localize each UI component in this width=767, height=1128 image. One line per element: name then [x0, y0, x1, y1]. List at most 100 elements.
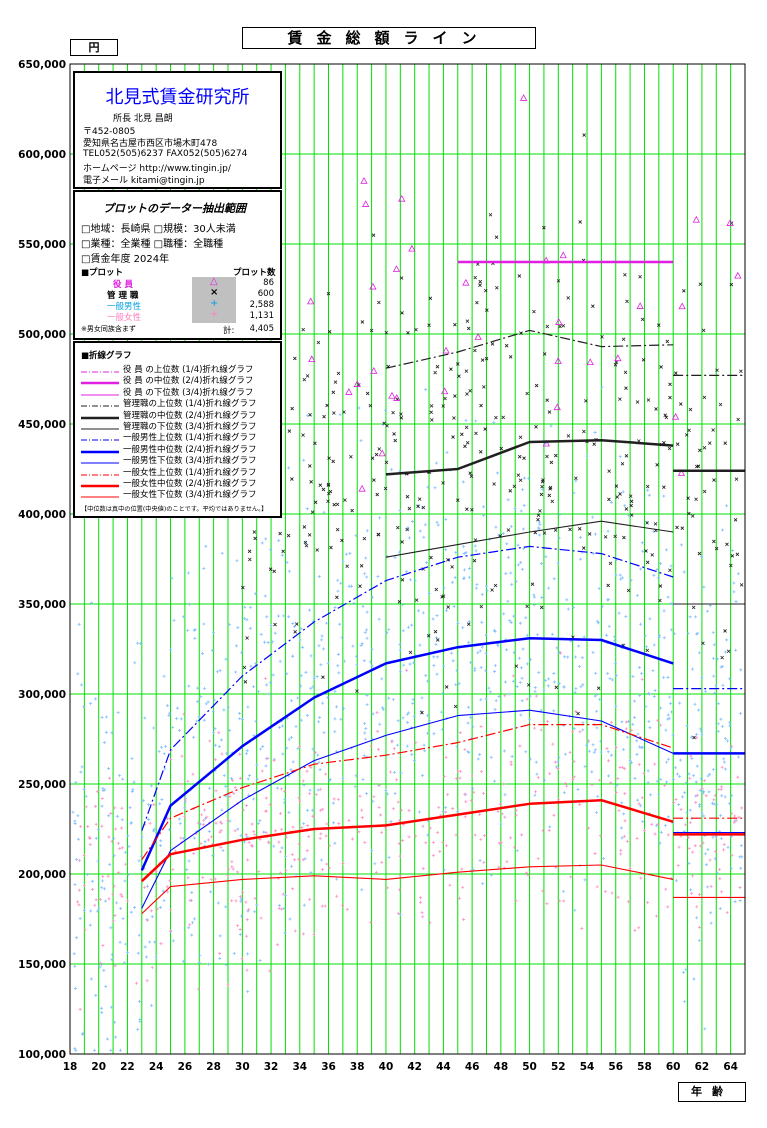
male-point [544, 555, 548, 559]
male-point [238, 717, 242, 721]
legend-item-label: 管理職の中位数 (2/4)折れ線グラフ [123, 410, 257, 421]
male-point [220, 551, 224, 555]
male-point [578, 557, 582, 561]
male-point [407, 711, 411, 715]
male-point [246, 952, 250, 956]
male-point [172, 618, 176, 622]
male-point [702, 814, 706, 818]
female-point [380, 831, 384, 835]
female-point [280, 827, 284, 831]
male-point [689, 735, 693, 739]
manager-point [307, 533, 312, 537]
female-point [563, 781, 567, 785]
male-point [177, 817, 181, 821]
manager-point [499, 446, 504, 451]
org-homepage[interactable]: ホームページ http://www.tingin.jp/ [83, 164, 231, 174]
male-point [489, 873, 493, 877]
female-point [297, 857, 301, 861]
male-point [627, 720, 631, 724]
male-point [653, 689, 657, 693]
male-point [533, 595, 537, 599]
male-point [170, 576, 174, 580]
male-point [245, 618, 249, 622]
female-point [722, 842, 726, 846]
male-point [195, 719, 199, 723]
female-point [268, 803, 272, 807]
female-point [653, 832, 657, 836]
male-point [137, 933, 141, 937]
manager-point [427, 323, 431, 328]
female-point [642, 771, 646, 775]
plot-frame [69, 63, 746, 1055]
male-point [333, 717, 337, 721]
male-point [540, 561, 544, 565]
male-point [393, 555, 397, 559]
manager-point [400, 578, 405, 582]
manager-point [624, 386, 628, 390]
female-point [290, 852, 294, 856]
male-point [518, 681, 522, 685]
male-point [398, 648, 402, 652]
male-point [296, 746, 300, 750]
male-point [163, 767, 167, 771]
manager-point [658, 584, 663, 588]
female-point [253, 833, 257, 837]
male-point [550, 632, 554, 636]
y-tick-label: 600,000 [18, 149, 66, 161]
female-point [637, 926, 641, 930]
male-point [392, 770, 396, 774]
male-point [198, 953, 202, 957]
female-point [247, 840, 251, 844]
female-point [407, 835, 411, 839]
male-point [263, 594, 267, 598]
legend-swatch [81, 484, 119, 488]
female-point [428, 921, 432, 925]
manager-point [308, 413, 312, 417]
female-point [106, 874, 110, 878]
manager-point [607, 497, 611, 502]
male-point [710, 801, 714, 805]
male-point [224, 784, 228, 788]
manager-point [426, 633, 431, 638]
female-point [539, 728, 543, 732]
male-point [107, 767, 111, 771]
officer-point [678, 302, 686, 310]
manager-point [608, 561, 613, 566]
y-tick-label: 300,000 [18, 689, 66, 701]
male-point [338, 622, 342, 626]
female-point [736, 775, 740, 779]
manager-point [446, 605, 450, 609]
manager-point [702, 395, 707, 400]
female-point [249, 843, 253, 847]
male-point [312, 676, 316, 680]
male-point [587, 749, 591, 753]
female-point [441, 841, 445, 845]
manager-point [730, 554, 735, 558]
female-point [478, 813, 482, 817]
manager-point [365, 391, 370, 396]
male-point [425, 560, 429, 564]
male-point [322, 731, 326, 735]
male-point [389, 820, 393, 824]
manager-point [701, 641, 705, 646]
male-point [521, 527, 525, 531]
male-point [242, 616, 246, 620]
male-point [708, 772, 712, 776]
male-point [317, 644, 321, 648]
manager-point [483, 427, 487, 431]
male-point [158, 802, 162, 806]
male-point [138, 641, 142, 645]
female-point [688, 776, 692, 780]
female-point [609, 781, 613, 785]
male-point [534, 760, 538, 764]
org-email[interactable]: 電子メール kitami@tingin.jp [83, 176, 205, 186]
female-point [587, 826, 591, 830]
male-point [617, 611, 621, 615]
male-point [204, 544, 208, 548]
female-point [77, 888, 81, 892]
male-point [238, 932, 242, 936]
male-point [517, 563, 521, 567]
male-point [614, 673, 618, 677]
legend-item-label: 一般男性上位数 (1/4)折れ線グラフ [123, 433, 257, 444]
female-point [499, 841, 503, 845]
